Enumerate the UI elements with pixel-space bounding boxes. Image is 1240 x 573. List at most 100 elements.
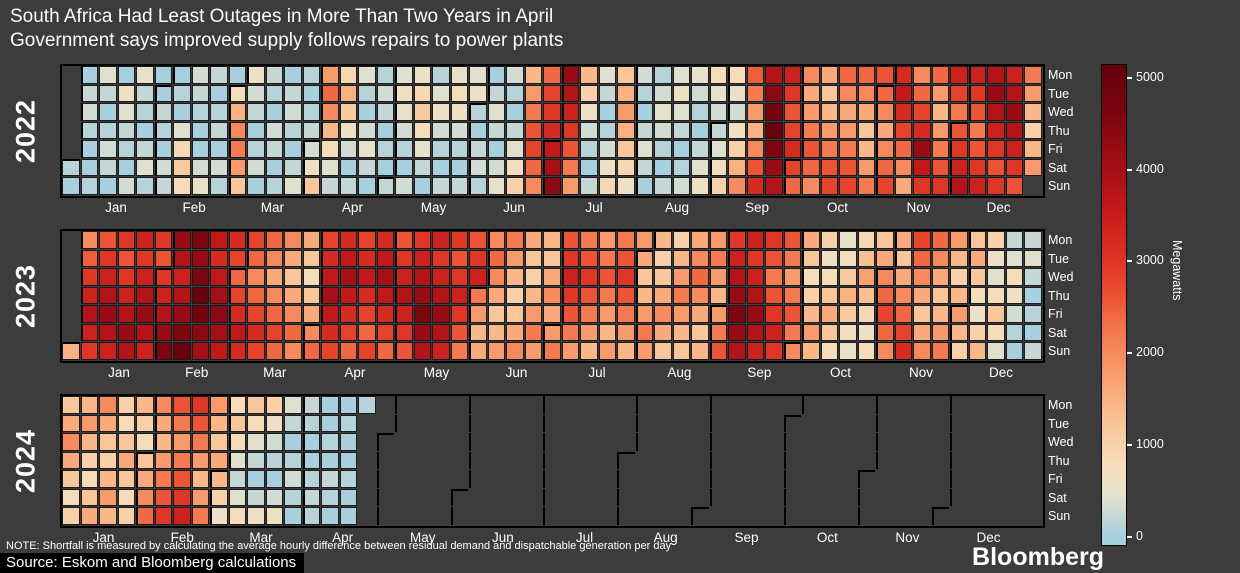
day-cell (895, 489, 913, 507)
day-cell (839, 177, 857, 195)
day-cell (524, 268, 542, 286)
day-cell (672, 66, 690, 84)
day-label: Fri (1048, 307, 1063, 322)
day-cell (450, 140, 468, 158)
day-cell (654, 177, 672, 195)
day-cell (765, 66, 783, 84)
calendar-grid-2023 (60, 229, 1045, 363)
day-cell (932, 470, 950, 488)
day-cell (876, 396, 894, 414)
day-cell (598, 66, 616, 84)
day-cell (635, 84, 653, 102)
day-labels-2023: Mon Tue Wed Thu Fri Sat Sun (1048, 231, 1094, 361)
day-cell (154, 286, 172, 304)
day-cell (247, 342, 265, 360)
day-cell (765, 286, 783, 304)
day-cell (80, 84, 98, 102)
day-cell (672, 121, 690, 139)
day-cell (580, 121, 598, 139)
day-cell (432, 470, 450, 488)
day-cell (839, 268, 857, 286)
day-cell (80, 305, 98, 323)
day-cell (950, 121, 968, 139)
day-cell (506, 470, 524, 488)
day-cell (506, 323, 524, 341)
day-cell (339, 433, 357, 451)
day-cell (987, 305, 1005, 323)
month-label: Jan (108, 365, 130, 380)
day-cell (469, 507, 487, 525)
day-cell (136, 305, 154, 323)
day-cell (210, 140, 228, 158)
day-cell (931, 103, 949, 121)
day-cell (968, 305, 986, 323)
day-cell (1005, 121, 1023, 139)
day-cell (247, 433, 265, 451)
day-cell (1006, 396, 1024, 414)
day-cell (709, 231, 727, 249)
day-cell (709, 103, 727, 121)
day-cell (691, 231, 709, 249)
day-cell (673, 452, 691, 470)
day-cell (894, 121, 912, 139)
day-cell (191, 323, 209, 341)
day-cell (617, 158, 635, 176)
day-label: Wed (1048, 270, 1074, 285)
day-cell (80, 414, 98, 432)
month-label: Nov (909, 365, 934, 380)
day-cell (580, 396, 598, 414)
day-cell (543, 414, 561, 432)
day-cell (154, 66, 172, 84)
day-cell (302, 66, 320, 84)
day-cell (413, 249, 431, 267)
day-cell (339, 451, 357, 469)
day-cell (450, 507, 469, 525)
day-cell (413, 84, 431, 102)
day-cell (395, 286, 413, 304)
day-cell (117, 103, 135, 121)
day-cell (395, 66, 413, 84)
day-cell (506, 249, 524, 267)
day-cell (857, 103, 875, 121)
month-label: Oct (816, 530, 838, 545)
day-cell (1024, 121, 1042, 139)
day-cell (562, 433, 580, 451)
day-cell (210, 451, 228, 469)
day-cell (913, 342, 931, 360)
day-cell (117, 84, 135, 102)
day-cell (562, 396, 580, 414)
day-cell (654, 433, 672, 451)
day-cell (931, 323, 949, 341)
day-cell (765, 489, 783, 507)
day-cell (820, 140, 838, 158)
bloomberg-logo: Bloomberg (972, 543, 1104, 571)
day-cell (265, 323, 283, 341)
day-cell (524, 140, 542, 158)
day-cell (543, 140, 561, 158)
day-cell (765, 84, 783, 102)
day-cell (339, 286, 357, 304)
day-cell (968, 121, 986, 139)
day-cell (580, 66, 598, 84)
day-cell (321, 177, 339, 195)
day-cell (598, 286, 616, 304)
day-cell (709, 305, 727, 323)
day-cell (728, 231, 746, 249)
day-cell (284, 249, 302, 267)
day-cell (414, 452, 432, 470)
day-cell (987, 286, 1005, 304)
day-cell (395, 470, 413, 488)
day-cell (709, 268, 727, 286)
day-cell (117, 414, 135, 432)
day-cell (765, 158, 783, 176)
day-cell (136, 66, 154, 84)
day-cell (136, 121, 154, 139)
source-line: Source: Eskom and Bloomberg calculations (0, 553, 305, 573)
day-cell (432, 177, 450, 195)
month-label: Aug (667, 365, 692, 380)
day-cell (117, 470, 135, 488)
day-cell (154, 121, 172, 139)
day-cell (228, 158, 246, 176)
day-cell (1005, 323, 1023, 341)
day-cell (950, 84, 968, 102)
